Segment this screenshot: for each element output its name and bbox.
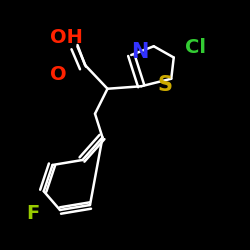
Text: Cl: Cl <box>185 38 206 57</box>
Text: F: F <box>26 204 39 223</box>
Text: S: S <box>158 75 172 95</box>
Text: O: O <box>50 66 67 84</box>
Text: N: N <box>131 42 149 62</box>
Text: OH: OH <box>50 28 83 47</box>
